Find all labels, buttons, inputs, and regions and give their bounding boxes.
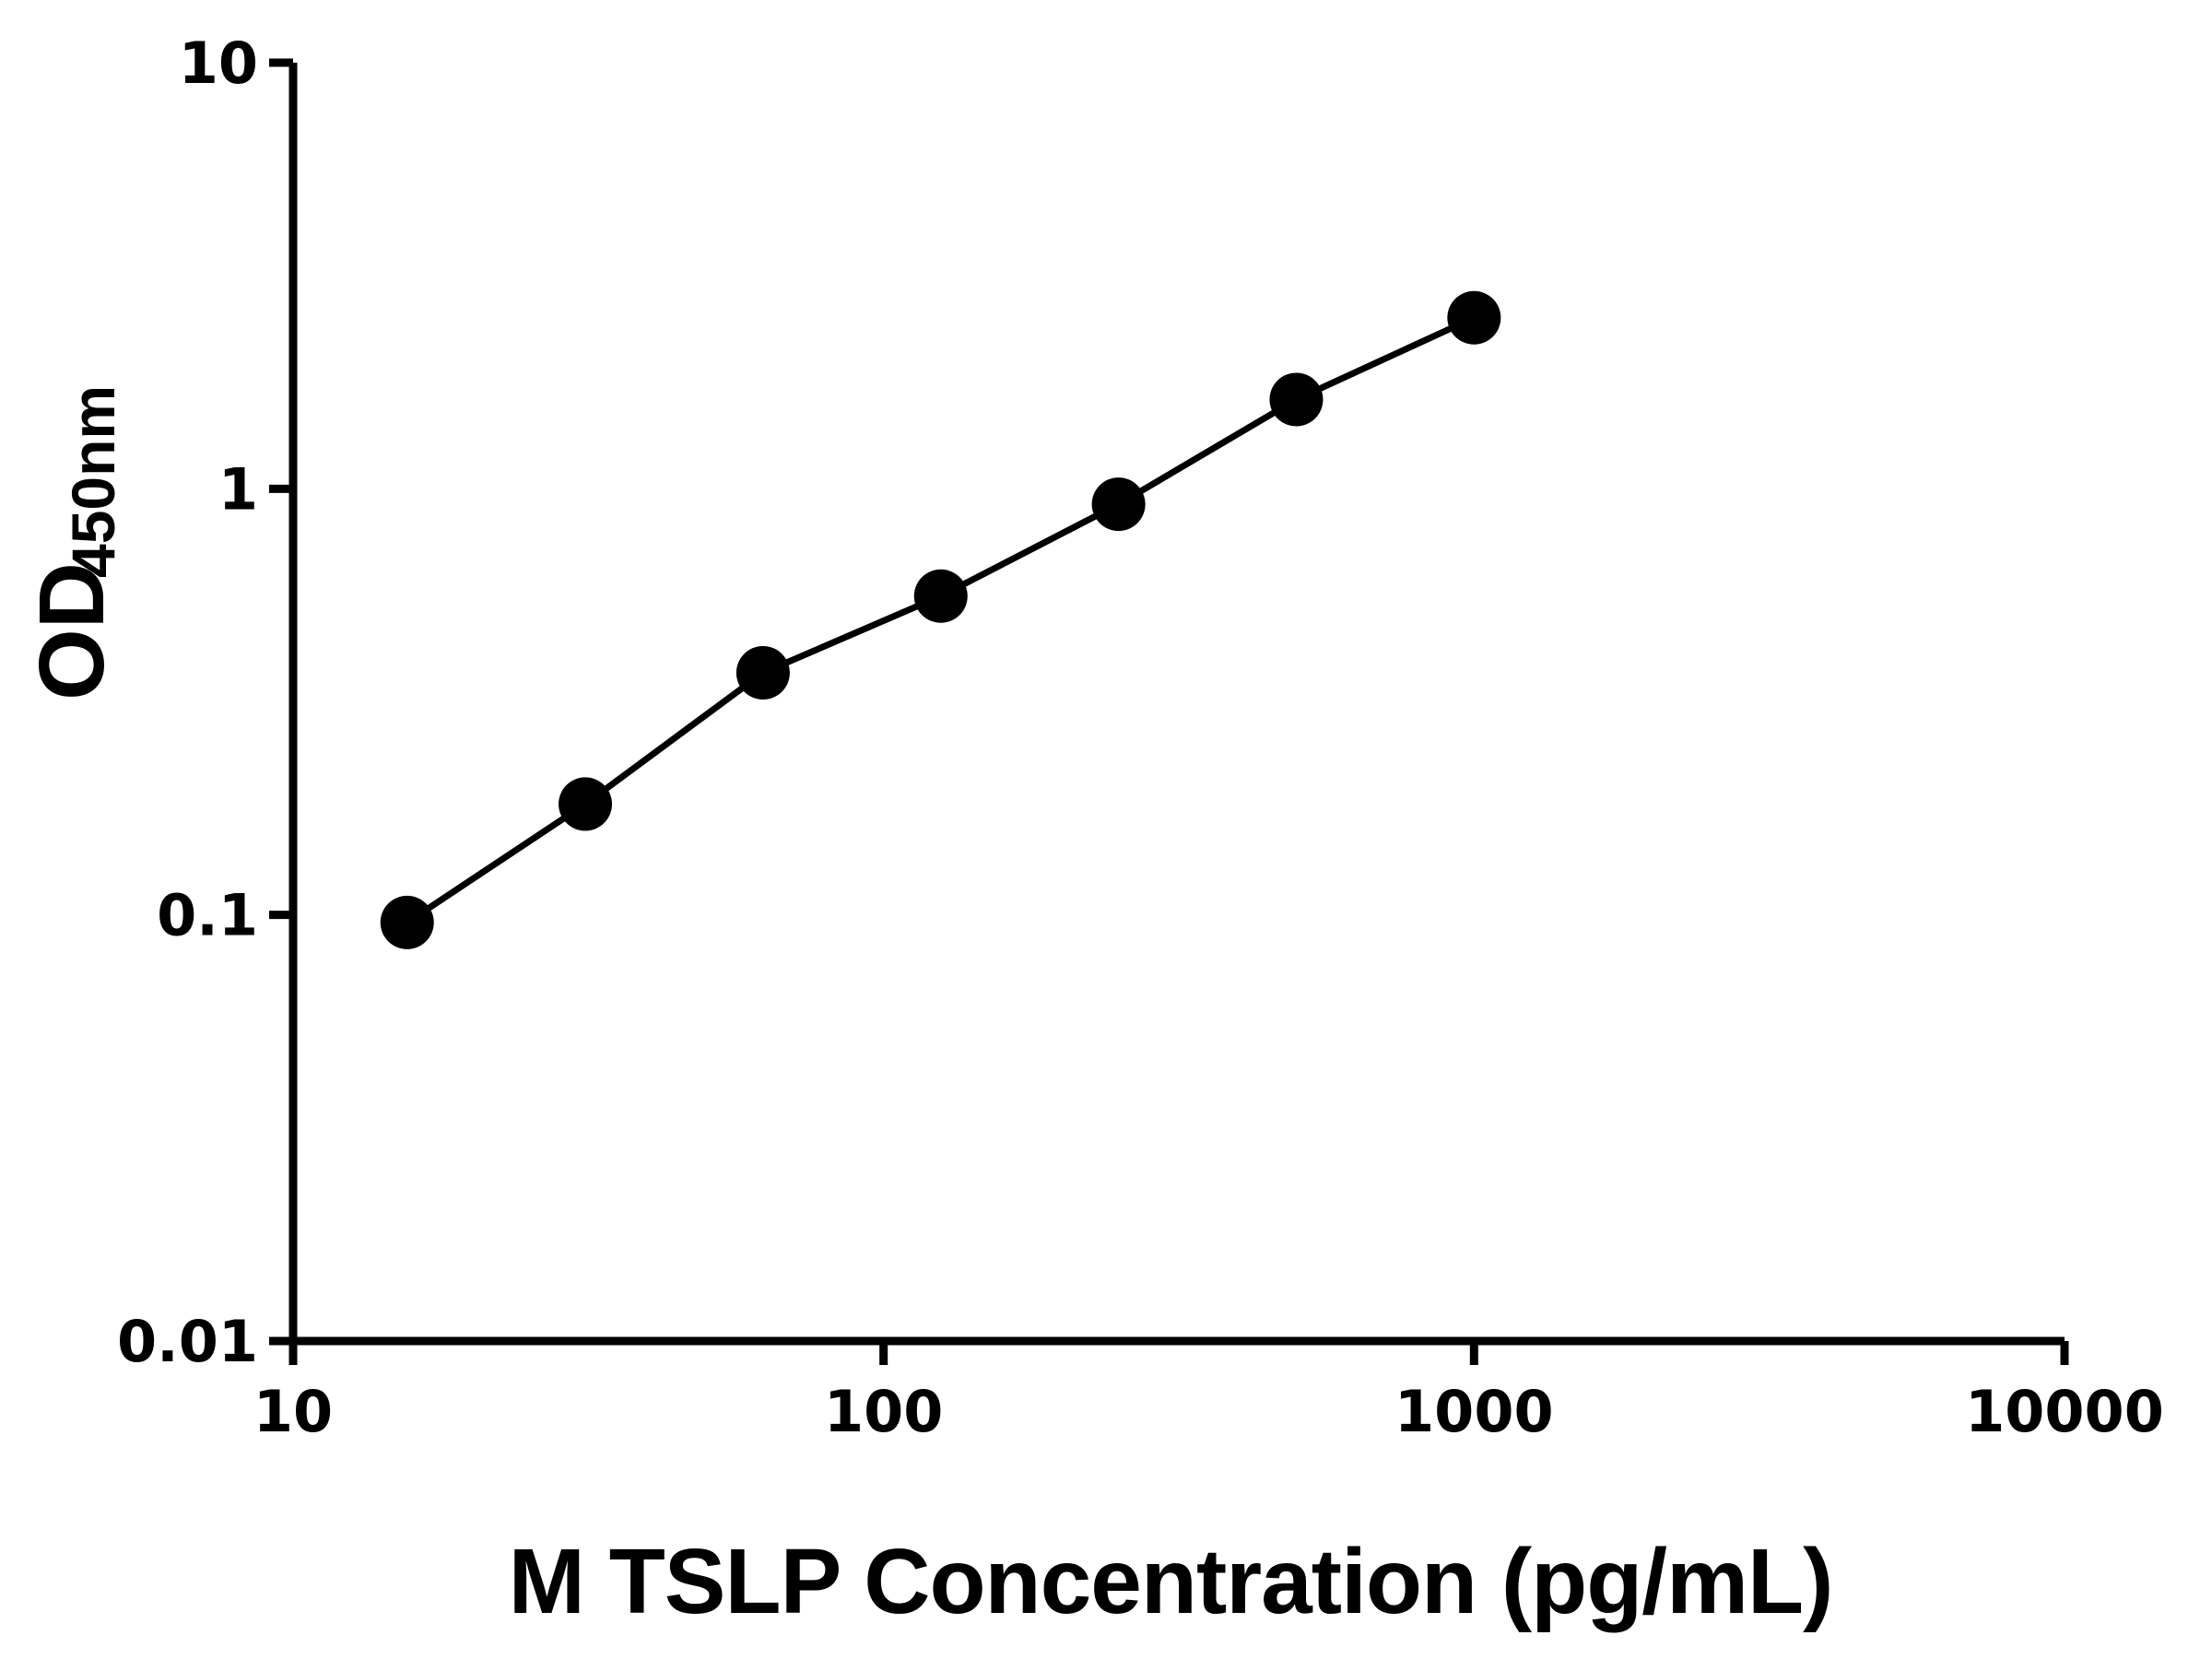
y-axis-title-subscript: 450nm	[59, 385, 127, 578]
y-axis-tick-label: 10	[179, 29, 258, 97]
data-point-marker	[913, 569, 968, 623]
data-markers	[380, 290, 1501, 949]
axis-ticks	[269, 58, 2069, 1365]
y-axis-tick-label: 0.01	[117, 1308, 258, 1375]
data-point-marker	[1091, 477, 1146, 532]
data-point-marker	[735, 645, 790, 700]
axes	[288, 63, 2065, 1346]
data-point-marker	[380, 895, 434, 949]
x-axis-tick-label: 10	[253, 1378, 333, 1445]
x-axis-tick-label: 10000	[1965, 1378, 2164, 1445]
x-axis-title: M TSLP Concentration (pg/mL)	[509, 1530, 1833, 1633]
x-axis-tick-label: 1000	[1394, 1378, 1554, 1445]
data-point-marker	[1447, 290, 1501, 345]
data-point-marker	[1269, 372, 1324, 427]
x-axis-tick-label: 100	[824, 1378, 943, 1445]
y-axis-title: OD 450nm	[20, 385, 127, 700]
y-axis-title-main: OD	[20, 562, 124, 700]
data-point-marker	[559, 777, 613, 831]
y-axis-tick-label: 1	[218, 455, 258, 523]
y-axis-tick-label: 0.1	[157, 882, 258, 949]
